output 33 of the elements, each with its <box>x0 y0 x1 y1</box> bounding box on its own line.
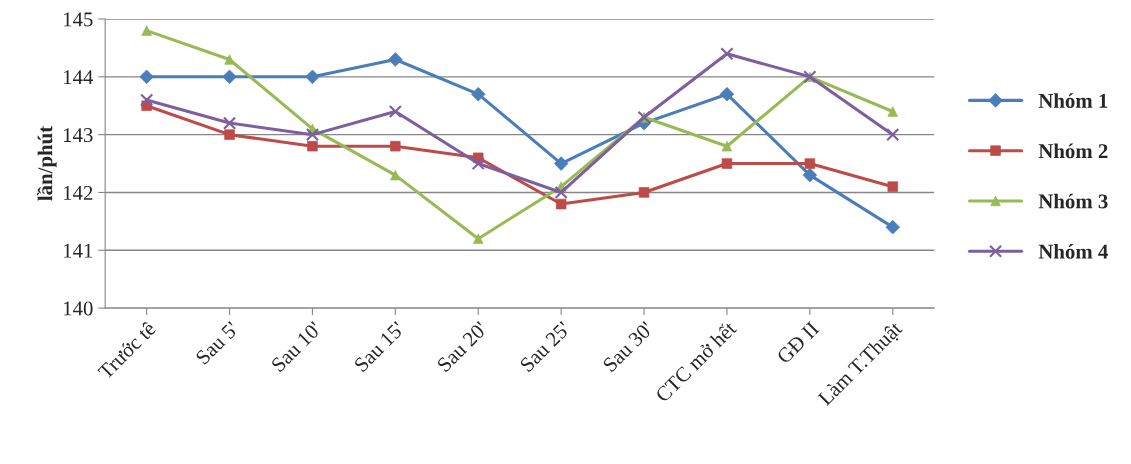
legend-label: Nhóm 3 <box>1038 193 1108 209</box>
point <box>471 156 485 171</box>
point <box>554 185 568 200</box>
y-tick-label: 141 <box>63 243 93 258</box>
x-tick-label: Sau 30' <box>602 320 654 373</box>
legend-label: Nhóm 1 <box>1038 93 1108 108</box>
point <box>388 104 402 119</box>
point <box>305 128 320 142</box>
legend-label: Nhóm 2 <box>1038 143 1108 159</box>
x-tick-label: Sau 15' <box>353 320 406 373</box>
point <box>887 181 898 192</box>
point <box>388 52 403 67</box>
point <box>305 69 320 85</box>
point <box>553 156 569 171</box>
x-tick-label: Sau 20' <box>436 320 488 373</box>
y-axis-title: lần/phút <box>36 126 57 201</box>
point <box>390 141 401 152</box>
y-tick-label: 143 <box>63 128 93 143</box>
x-tick-label: Sau 5' <box>195 320 240 366</box>
y-tick-label: 140 <box>63 301 93 316</box>
x-tick-label: Sau 10' <box>270 320 323 373</box>
point <box>222 116 237 130</box>
x-tick-label: CTC mở hết <box>653 319 738 403</box>
y-tick-label: 144 <box>63 70 94 85</box>
point <box>886 128 900 142</box>
x-tick-label: GĐ II <box>776 320 820 365</box>
legend-label: Nhóm 4 <box>1038 244 1108 259</box>
point <box>720 47 734 61</box>
point <box>222 69 237 85</box>
y-tick-label: 145 <box>63 12 93 27</box>
y-tick-label: 142 <box>63 185 93 200</box>
x-tick-label: Sau 25' <box>519 320 571 373</box>
point <box>140 93 154 107</box>
